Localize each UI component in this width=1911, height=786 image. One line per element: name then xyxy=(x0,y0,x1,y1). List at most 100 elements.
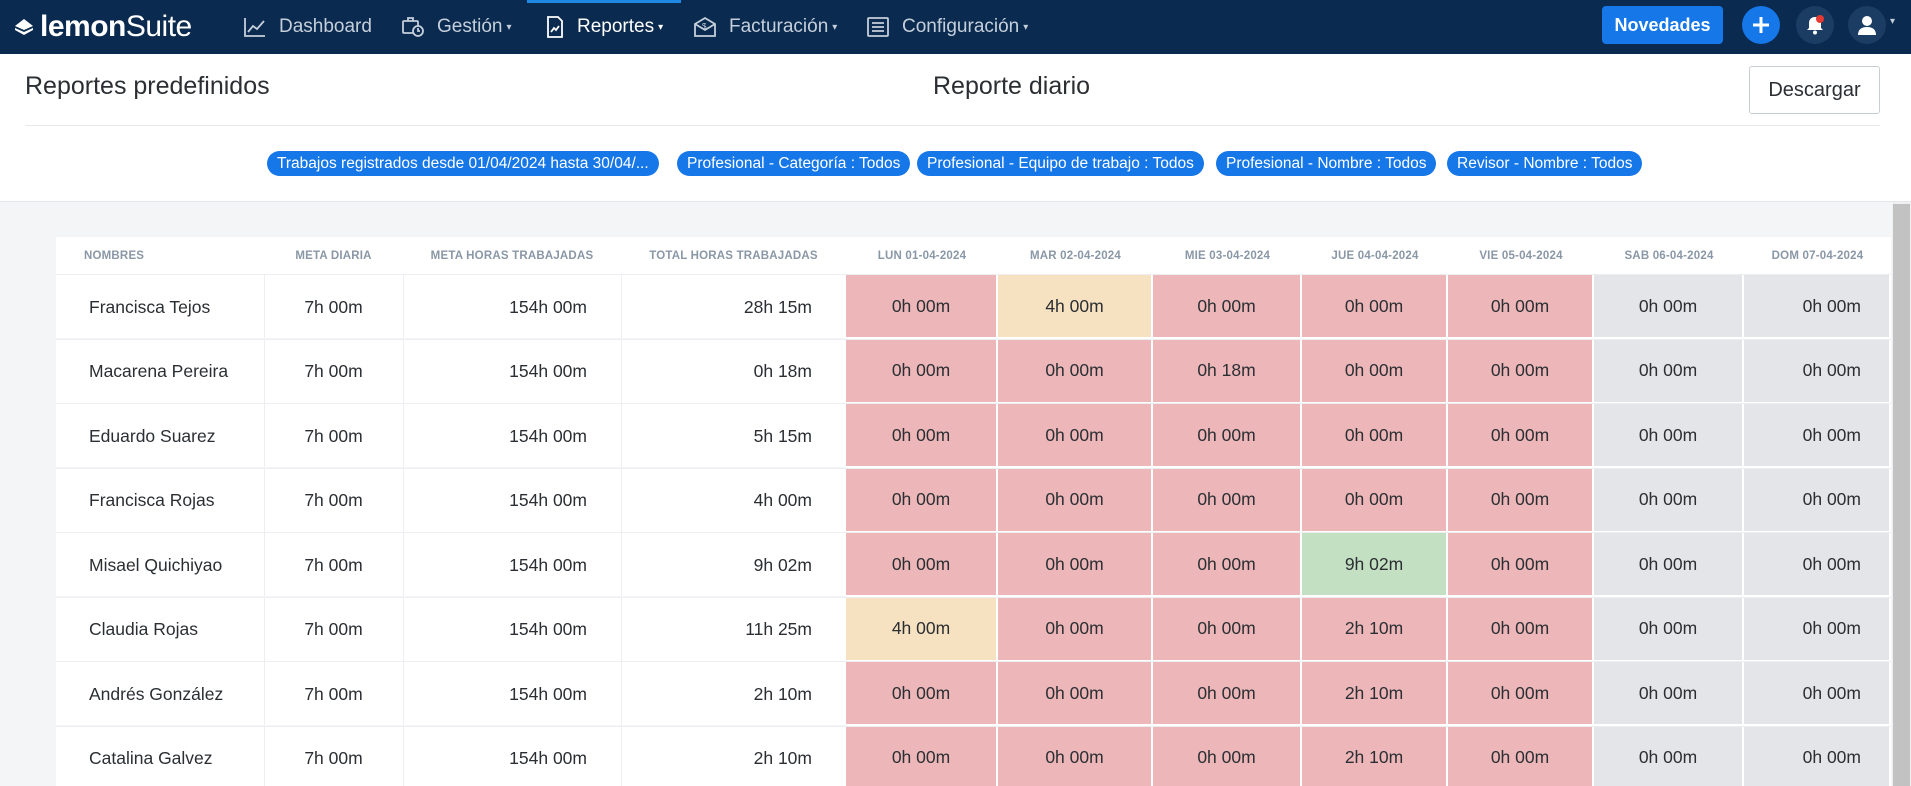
report-header: Reportes predefinidos Reporte diario Des… xyxy=(0,54,1911,202)
daily-goal: 7h 00m xyxy=(304,425,363,446)
day-hours-cell[interactable]: 0h 00m xyxy=(1448,662,1594,726)
day-hours-cell[interactable]: 0h 00m xyxy=(1744,726,1891,786)
nav-reportes-label: Reportes xyxy=(577,16,655,37)
column-header[interactable]: MAR 02-04-2024 xyxy=(1029,249,1121,262)
day-hours-cell[interactable]: 0h 00m xyxy=(1153,597,1302,662)
day-hours-cell[interactable]: 0h 00m xyxy=(1744,662,1891,726)
download-button[interactable]: Descargar xyxy=(1749,66,1880,114)
column-header[interactable]: DOM 07-04-2024 xyxy=(1771,249,1864,262)
column-header[interactable]: JUE 04-04-2024 xyxy=(1331,249,1419,262)
day-hours-cell[interactable]: 0h 00m xyxy=(1153,662,1302,726)
day-hours-cell[interactable]: 0h 00m xyxy=(998,404,1153,468)
day-hours-cell[interactable]: 0h 00m xyxy=(1448,597,1594,662)
column-header[interactable]: SAB 06-04-2024 xyxy=(1624,249,1714,262)
filter-chip-categoria[interactable]: Profesional - Categoría : Todos xyxy=(677,151,911,176)
day-hours-cell[interactable]: 0h 00m xyxy=(1153,404,1302,468)
day-hours-cell[interactable]: 0h 00m xyxy=(1448,726,1594,786)
nav-reportes[interactable]: Reportes ▾ xyxy=(526,0,682,54)
day-hours-cell[interactable]: 2h 10m xyxy=(1302,597,1448,662)
chevron-down-icon[interactable]: ▾ xyxy=(1890,16,1896,27)
day-hours-cell[interactable]: 0h 00m xyxy=(1594,275,1744,339)
nav-gestion[interactable]: Gestión ▾ xyxy=(401,0,512,54)
user-menu-button[interactable] xyxy=(1848,6,1886,44)
day-hours-cell[interactable]: 0h 00m xyxy=(1153,533,1302,597)
logo-text-light: Suite xyxy=(125,10,192,43)
day-hours-cell[interactable]: 0h 00m xyxy=(1302,275,1448,339)
day-hours-cell[interactable]: 0h 00m xyxy=(1744,468,1891,533)
day-hours-cell[interactable]: 0h 00m xyxy=(1594,533,1744,597)
day-hours-cell[interactable]: 0h 00m xyxy=(846,662,998,726)
day-hours-cell[interactable]: 0h 00m xyxy=(846,726,998,786)
notifications-button[interactable] xyxy=(1796,6,1834,44)
day-hours-cell[interactable]: 9h 02m xyxy=(1302,533,1448,597)
filter-chip-nombre[interactable]: Profesional - Nombre : Todos xyxy=(1216,151,1437,176)
goal-hours: 154h 00m xyxy=(509,425,587,446)
column-header[interactable]: VIE 05-04-2024 xyxy=(1479,249,1563,262)
filter-chip-equipo[interactable]: Profesional - Equipo de trabajo : Todos xyxy=(917,151,1204,176)
employee-name: Claudia Rojas xyxy=(89,619,198,639)
clock-briefcase-icon xyxy=(402,17,424,37)
add-button[interactable] xyxy=(1742,6,1780,44)
day-hours-cell[interactable]: 0h 00m xyxy=(1153,275,1302,339)
day-hours-cell[interactable]: 0h 00m xyxy=(998,597,1153,662)
day-hours-cell[interactable]: 2h 10m xyxy=(1302,662,1448,726)
nav-facturacion[interactable]: $ Facturación ▾ xyxy=(693,0,837,54)
day-hours-cell[interactable]: 0h 00m xyxy=(1153,726,1302,786)
column-divider xyxy=(403,597,404,661)
day-hours-cell[interactable]: 0h 00m xyxy=(1448,275,1594,339)
vertical-scrollbar-thumb[interactable] xyxy=(1893,204,1910,786)
day-hours-cell[interactable]: 0h 00m xyxy=(1594,404,1744,468)
day-hours-cell[interactable]: 0h 00m xyxy=(998,468,1153,533)
day-hours-cell[interactable]: 0h 00m xyxy=(1594,662,1744,726)
day-hours-cell[interactable]: 0h 00m xyxy=(1448,404,1594,468)
day-hours-cell[interactable]: 0h 00m xyxy=(1448,339,1594,404)
column-header[interactable]: META HORAS TRABAJADAS xyxy=(430,249,594,262)
day-hours-cell[interactable]: 4h 00m xyxy=(846,597,998,662)
day-hours-cell[interactable]: 0h 00m xyxy=(1744,597,1891,662)
column-header[interactable]: NOMBRES xyxy=(84,249,145,262)
column-header[interactable]: LUN 01-04-2024 xyxy=(877,249,967,262)
day-hours-cell[interactable]: 0h 00m xyxy=(846,533,998,597)
filter-chip-date-range[interactable]: Trabajos registrados desde 01/04/2024 ha… xyxy=(267,151,659,176)
nav-dashboard[interactable]: Dashboard xyxy=(243,0,372,54)
day-hours-cell[interactable]: 0h 00m xyxy=(1594,726,1744,786)
day-hours-cell[interactable]: 0h 00m xyxy=(1744,404,1891,468)
nav-configuracion[interactable]: Configuración ▾ xyxy=(866,0,1028,54)
goal-hours: 154h 00m xyxy=(509,619,587,639)
day-hours-cell[interactable]: 0h 00m xyxy=(846,339,998,404)
day-hours-cell[interactable]: 0h 00m xyxy=(1302,339,1448,404)
day-hours-cell[interactable]: 0h 00m xyxy=(1448,468,1594,533)
employee-name: Misael Quichiyao xyxy=(89,554,223,575)
column-divider xyxy=(621,468,622,532)
column-header[interactable]: META DIARIA xyxy=(295,249,372,262)
day-hours-cell[interactable]: 0h 00m xyxy=(846,404,998,468)
filter-chip-revisor[interactable]: Revisor - Nombre : Todos xyxy=(1447,151,1643,176)
day-hours-cell[interactable]: 0h 00m xyxy=(998,662,1153,726)
day-hours-cell[interactable]: 0h 00m xyxy=(1744,339,1891,404)
novedades-button[interactable]: Novedades xyxy=(1602,6,1723,44)
app-logo[interactable]: lemon Suite xyxy=(14,0,192,54)
column-header[interactable]: MIE 03-04-2024 xyxy=(1184,249,1271,262)
day-hours-cell[interactable]: 0h 00m xyxy=(1153,468,1302,533)
day-hours-cell[interactable]: 0h 00m xyxy=(1302,468,1448,533)
chevron-down-icon: ▾ xyxy=(658,21,664,33)
column-header[interactable]: TOTAL HORAS TRABAJADAS xyxy=(649,249,818,262)
day-hours-cell[interactable]: 0h 00m xyxy=(846,275,998,339)
day-hours-cell[interactable]: 0h 00m xyxy=(998,726,1153,786)
day-hours-cell[interactable]: 0h 00m xyxy=(1448,533,1594,597)
day-hours-cell[interactable]: 2h 10m xyxy=(1302,726,1448,786)
column-divider xyxy=(621,726,622,786)
daily-goal: 7h 00m xyxy=(304,361,363,381)
day-hours-cell[interactable]: 0h 00m xyxy=(1594,339,1744,404)
day-hours-cell[interactable]: 0h 00m xyxy=(1302,404,1448,468)
day-hours-cell[interactable]: 0h 00m xyxy=(998,533,1153,597)
day-hours-cell[interactable]: 4h 00m xyxy=(998,275,1153,339)
day-hours-cell[interactable]: 0h 00m xyxy=(1744,533,1891,597)
day-hours-cell[interactable]: 0h 00m xyxy=(1594,468,1744,533)
day-hours-cell[interactable]: 0h 00m xyxy=(998,339,1153,404)
day-hours-cell[interactable]: 0h 00m xyxy=(1594,597,1744,662)
day-hours-cell[interactable]: 0h 18m xyxy=(1153,339,1302,404)
day-hours-cell[interactable]: 0h 00m xyxy=(846,468,998,533)
day-hours-cell[interactable]: 0h 00m xyxy=(1744,275,1891,339)
chevron-down-icon: ▾ xyxy=(1023,21,1029,33)
